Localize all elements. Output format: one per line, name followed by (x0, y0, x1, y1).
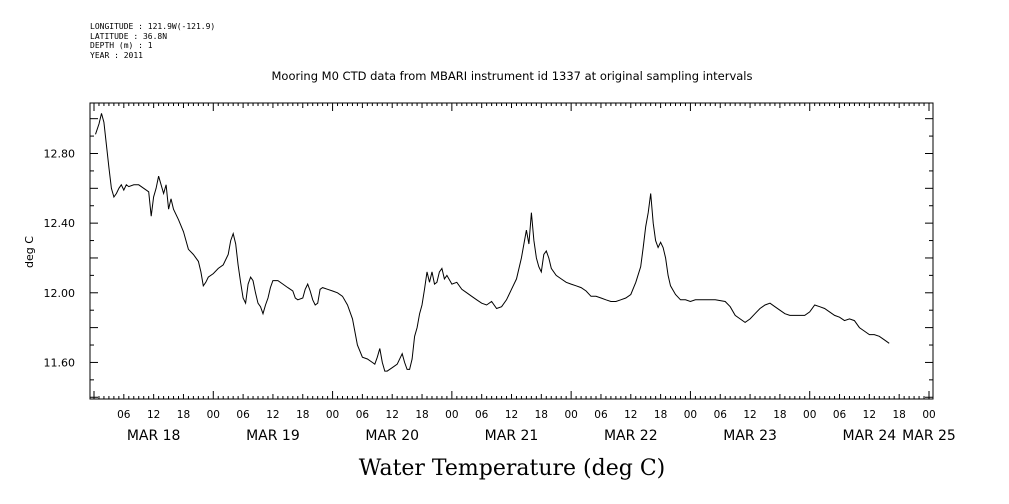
x-hour-label: 06 (833, 409, 847, 421)
date-labels: MAR 18 MAR 19 MAR 20 MAR 21 MAR 22 MAR 23 MAR … (127, 428, 956, 444)
x-hour-label: 18 (296, 409, 309, 421)
x-hour-label: 06 (236, 409, 250, 421)
y-tick-label: 12.40 (44, 217, 76, 230)
x-hour-label: 12 (386, 409, 399, 421)
x-hour-label: 12 (266, 409, 279, 421)
x-date-label: MAR 21 (485, 428, 539, 444)
x-hour-label: 00 (564, 409, 577, 421)
x-date-label: MAR 24 (843, 428, 897, 444)
x-date-label: MAR 25 (902, 428, 956, 444)
x-date-label: MAR 22 (604, 428, 658, 444)
x-hour-label: 12 (863, 409, 876, 421)
y-tick-label: 11.60 (44, 356, 76, 369)
x-hour-label: 00 (445, 409, 458, 421)
x-hour-label: 00 (684, 409, 697, 421)
y-tick-label: 12.00 (44, 287, 76, 300)
x-hour-label: 06 (356, 409, 370, 421)
x-hour-label: 06 (475, 409, 489, 421)
series-line (95, 113, 890, 372)
y-tick-labels: 11.60 12.00 12.40 12.80 (44, 147, 76, 369)
x-hour-label: 18 (773, 409, 786, 421)
x-hour-label: 18 (654, 409, 667, 421)
chart-title: Mooring M0 CTD data from MBARI instrumen… (272, 69, 753, 83)
y-tick-label: 12.80 (44, 147, 76, 160)
x-hour-label: 18 (535, 409, 548, 421)
x-hour-label: 00 (803, 409, 816, 421)
latitude-text: LATITUDE : 36.8N (90, 31, 168, 41)
x-hour-label: 18 (415, 409, 428, 421)
x-hour-label: 00 (326, 409, 339, 421)
y-axis-label: deg C (23, 236, 36, 268)
x-hour-label: 18 (177, 409, 190, 421)
longitude-text: LONGITUDE : 121.9W(-121.9) (90, 22, 216, 31)
year-text: YEAR : 2011 (90, 50, 143, 60)
x-hour-label: 12 (505, 409, 518, 421)
x-date-label: MAR 19 (246, 428, 300, 444)
depth-text: DEPTH (m) : 1 (90, 41, 153, 50)
x-hour-label: 06 (714, 409, 728, 421)
x-date-label: MAR 20 (365, 428, 419, 444)
x-hour-label: 12 (743, 409, 756, 421)
x-hour-label: 00 (207, 409, 220, 421)
metadata-block: LONGITUDE : 121.9W(-121.9) LATITUDE : 36… (90, 22, 215, 60)
x-hour-label: 06 (117, 409, 131, 421)
x-hour-label: 06 (594, 409, 608, 421)
plot-frame (89, 102, 934, 400)
x-axis-label: Water Temperature (deg C) (359, 456, 666, 481)
x-hour-label: 18 (892, 409, 905, 421)
x-date-label: MAR 23 (723, 428, 777, 444)
x-date-label: MAR 18 (127, 428, 181, 444)
axis-ticks (90, 103, 933, 399)
x-hour-label: 12 (147, 409, 160, 421)
x-tick-labels: 06 12 18 00 06 12 18 00 06 12 18 00 06 12 18 00 06 12 18 00… (117, 409, 936, 421)
x-hour-label: 12 (624, 409, 637, 421)
x-hour-label: 00 (922, 409, 935, 421)
